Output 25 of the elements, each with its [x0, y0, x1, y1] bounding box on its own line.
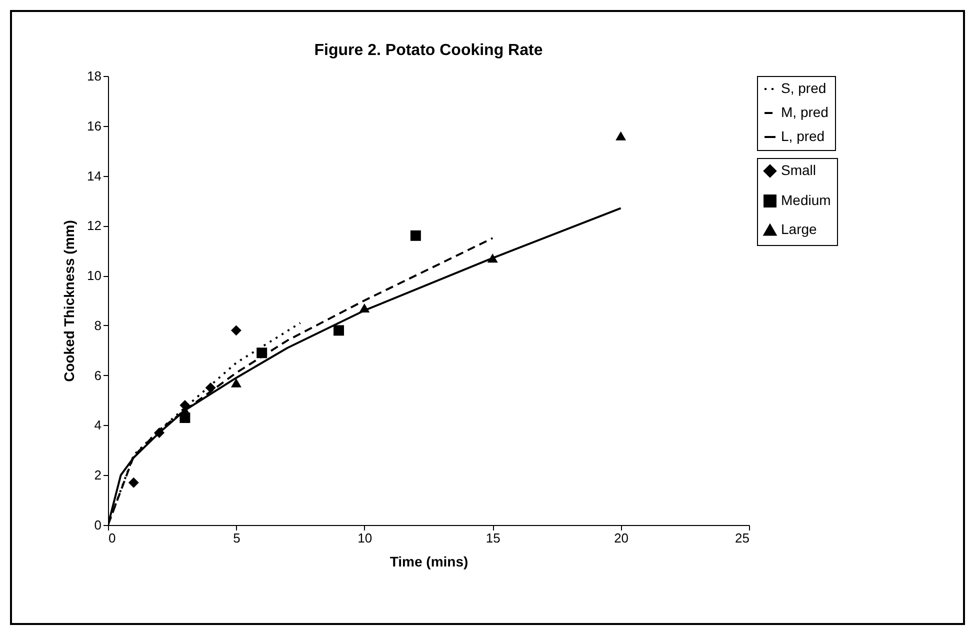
x-tick-label: 20	[614, 530, 629, 546]
x-tick-label: 5	[233, 530, 240, 546]
y-tick-label: 4	[94, 418, 102, 433]
y-tick-label: 0	[94, 518, 102, 532]
y-tick-label: 12	[87, 218, 102, 234]
y-tick-label: 18	[87, 68, 102, 84]
y-tick-label: 2	[94, 468, 102, 483]
legend-label: M, pred	[781, 104, 828, 120]
x-tick-label: 15	[486, 530, 500, 546]
x-tick-label: 25	[735, 530, 750, 546]
legend-label: Large	[781, 221, 818, 237]
legend-label: S, pred	[781, 80, 826, 96]
y-tick-label: 14	[87, 168, 102, 184]
x-tick-label: 0	[108, 530, 116, 546]
x-axis-title: Time (mins)	[390, 554, 468, 570]
y-tick-label: 6	[94, 368, 102, 383]
legend-label: Medium	[781, 192, 831, 208]
legend-label: Small	[781, 162, 816, 178]
chart-title: Figure 2. Potato Cooking Rate	[314, 42, 543, 59]
x-tick-label: 10	[358, 530, 372, 546]
y-axis-title: Cooked Thickness (mm)	[61, 220, 78, 382]
y-tick-label: 8	[94, 318, 102, 333]
y-tick-label: 10	[87, 268, 102, 284]
y-tick-label: 16	[87, 118, 102, 134]
legend-label: L, pred	[781, 128, 825, 144]
